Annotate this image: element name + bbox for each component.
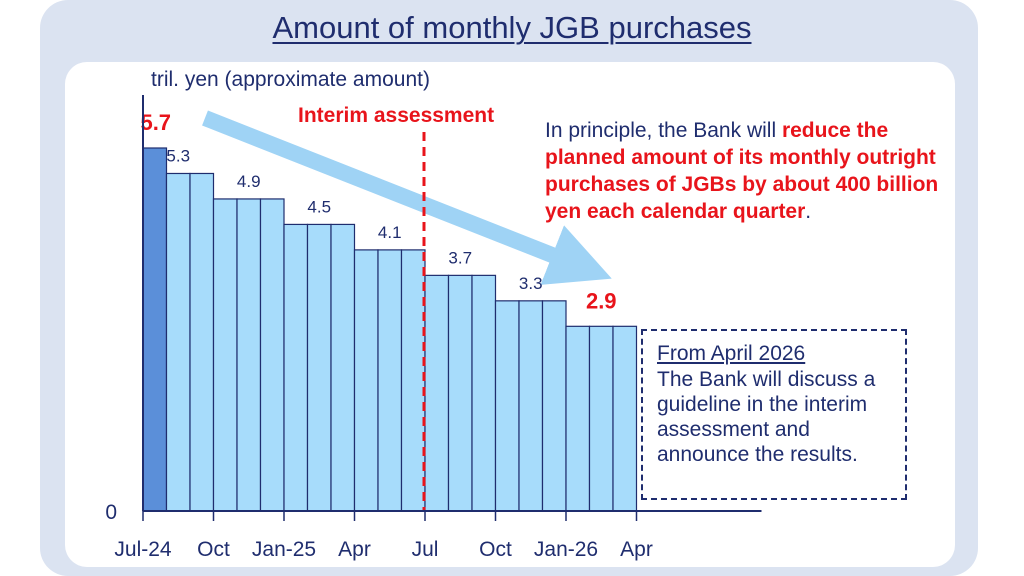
data-label: 4.9 xyxy=(237,172,261,191)
interim-assessment-label: Interim assessment xyxy=(298,104,495,127)
principle-annotation: In principle, the Bank will reduce the p… xyxy=(545,117,945,225)
principle-suffix: . xyxy=(805,200,812,223)
data-label: 4.1 xyxy=(378,223,402,242)
april-2026-note: From April 2026 The Bank will discuss a … xyxy=(641,329,907,500)
bar-Nov-24 xyxy=(236,198,262,512)
principle-highlight: reduce the planned amount of its monthly… xyxy=(545,119,939,223)
data-label: 3.7 xyxy=(448,248,472,267)
bar-Jan-25 xyxy=(283,223,309,512)
x-tick-label: Oct xyxy=(197,538,230,561)
x-tick-label: Apr xyxy=(338,538,371,561)
bar-Dec-25 xyxy=(541,300,567,512)
data-label: 5.3 xyxy=(166,146,190,165)
x-tick-label: Jan-25 xyxy=(252,538,316,561)
bar-Sep-25 xyxy=(471,274,497,512)
bar-Dec-24 xyxy=(259,198,285,512)
bar-Mar-26 xyxy=(612,325,638,512)
x-tick-label: Jul xyxy=(412,538,439,561)
bar-Nov-25 xyxy=(518,300,544,512)
y-zero-label: 0 xyxy=(105,501,117,524)
april-note-heading: From April 2026 xyxy=(657,342,806,365)
x-tick-label: Oct xyxy=(479,538,512,561)
bar-May-25 xyxy=(377,249,403,512)
bar-Aug-25 xyxy=(447,274,473,512)
x-tick-label: Apr xyxy=(620,538,653,561)
x-tick-label: Jan-26 xyxy=(534,538,598,561)
trend-arrow xyxy=(202,110,612,285)
x-tick-label: Jul-24 xyxy=(114,538,172,561)
y-axis-unit-label: tril. yen (approximate amount) xyxy=(151,68,430,91)
bar-Oct-24 xyxy=(212,198,238,512)
bar-Feb-25 xyxy=(306,223,332,512)
bar-Feb-26 xyxy=(588,325,614,512)
bar-Apr-25 xyxy=(353,249,379,512)
principle-prefix: In principle, the Bank will xyxy=(545,119,782,142)
data-label: 4.5 xyxy=(307,197,331,216)
data-label: 3.3 xyxy=(519,274,543,293)
bar-Jul-24 xyxy=(142,147,168,512)
bar-Sep-24 xyxy=(189,172,215,512)
bar-Aug-24 xyxy=(165,172,191,512)
bar-Jan-26 xyxy=(565,325,591,512)
bar-Mar-25 xyxy=(330,223,356,512)
april-note-body: The Bank will discuss a guideline in the… xyxy=(657,368,876,466)
chart-title: Amount of monthly JGB purchases xyxy=(272,10,752,45)
bar-Jul-25 xyxy=(424,274,450,512)
bar-Oct-25 xyxy=(494,300,520,512)
bar-Jun-25 xyxy=(400,249,426,512)
data-label: 5.7 xyxy=(140,110,171,135)
data-label: 2.9 xyxy=(586,288,617,313)
